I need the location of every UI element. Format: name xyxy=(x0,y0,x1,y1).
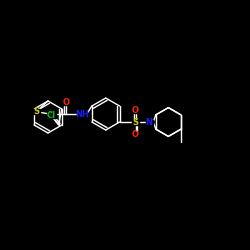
Text: N: N xyxy=(146,118,153,126)
Bar xyxy=(32,109,40,114)
Bar xyxy=(132,132,139,136)
Text: Cl: Cl xyxy=(47,110,56,120)
Text: S: S xyxy=(132,118,138,126)
Text: O: O xyxy=(62,98,69,106)
Bar xyxy=(62,100,69,104)
Bar xyxy=(77,112,87,116)
Text: NH: NH xyxy=(75,110,89,118)
Bar xyxy=(132,120,139,124)
Bar xyxy=(132,108,139,112)
Text: O: O xyxy=(132,130,139,138)
Bar xyxy=(47,112,56,117)
Text: O: O xyxy=(132,106,139,114)
Bar xyxy=(146,120,153,124)
Text: S: S xyxy=(33,107,39,116)
